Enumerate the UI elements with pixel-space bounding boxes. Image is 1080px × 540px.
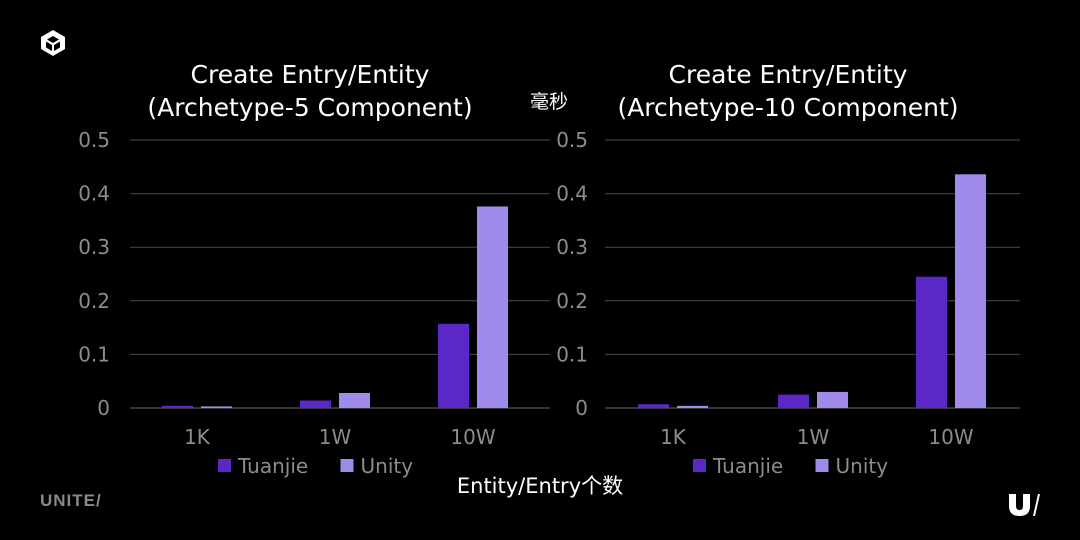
chart-1-title-line-2: (Archetype-5 Component) bbox=[147, 93, 473, 122]
chart-2-title: Create Entry/Entity (Archetype-10 Compon… bbox=[598, 58, 978, 124]
chart-2-y-tick-label: 0.1 bbox=[556, 342, 588, 366]
chart-1-y-tick-label: 0.2 bbox=[78, 289, 110, 313]
chart-1-title-line-1: Create Entry/Entity bbox=[190, 60, 430, 89]
chart-2-y-tick-label: 0.2 bbox=[556, 289, 588, 313]
chart-2-x-tick-label: 1W bbox=[797, 425, 830, 449]
chart-2-x-tick-label: 10W bbox=[928, 425, 973, 449]
chart-1-title: Create Entry/Entity (Archetype-5 Compone… bbox=[130, 58, 490, 124]
chart-2-bar-tuanjie-10w bbox=[916, 276, 947, 408]
chart-1-y-tick-label: 0 bbox=[97, 396, 110, 420]
chart-1-x-tick-label: 10W bbox=[450, 425, 495, 449]
chart-2-x-tick-label: 1K bbox=[660, 425, 687, 449]
chart-1-legend-swatch-unity bbox=[340, 459, 354, 472]
chart-1-legend-label-tuanjie: Tuanjie bbox=[237, 454, 308, 478]
unite-u-logo-icon bbox=[1009, 494, 1040, 516]
chart-1-y-tick-label: 0.1 bbox=[78, 342, 110, 366]
chart-2-y-tick-label: 0.5 bbox=[556, 128, 588, 152]
x-axis-title: Entity/Entry个数 bbox=[456, 474, 624, 498]
unite-brand-text: UNITE/ bbox=[40, 491, 102, 510]
chart-2-y-tick-label: 0.4 bbox=[556, 182, 588, 206]
chart-1-bar-tuanjie-1k bbox=[162, 405, 193, 408]
chart-1-y-tick-label: 0.4 bbox=[78, 182, 110, 206]
chart-1-bar-tuanjie-10w bbox=[438, 323, 469, 408]
chart-1-y-tick-label: 0.5 bbox=[78, 128, 110, 152]
chart-2-y-tick-label: 0 bbox=[575, 396, 588, 420]
unity-cube-logo-icon bbox=[41, 30, 65, 56]
y-axis-unit-label: 毫秒 bbox=[530, 91, 569, 113]
chart-1-legend-label-unity: Unity bbox=[361, 454, 414, 478]
chart-2-bar-unity-1w bbox=[817, 391, 848, 408]
chart-2-title-line-1: Create Entry/Entity bbox=[668, 60, 908, 89]
chart-2-bar-tuanjie-1k bbox=[638, 404, 669, 408]
chart-2-bar-unity-10w bbox=[955, 174, 986, 408]
chart-2-legend-label-tuanjie: Tuanjie bbox=[712, 454, 783, 478]
chart-2-bar-tuanjie-1w bbox=[778, 394, 809, 408]
chart-2-legend-label-unity: Unity bbox=[836, 454, 889, 478]
chart-1-bar-unity-10w bbox=[477, 206, 508, 408]
chart-2-y-tick-label: 0.3 bbox=[556, 235, 588, 259]
chart-1-legend-swatch-tuanjie bbox=[218, 459, 231, 472]
chart-2-title-line-2: (Archetype-10 Component) bbox=[617, 93, 959, 122]
chart-1-bar-unity-1k bbox=[201, 406, 232, 408]
chart-2-legend-swatch-tuanjie bbox=[693, 459, 706, 472]
chart-2-bar-unity-1k bbox=[677, 405, 708, 408]
chart-1-x-tick-label: 1W bbox=[319, 425, 352, 449]
chart-1-x-tick-label: 1K bbox=[184, 425, 211, 449]
chart-1-y-tick-label: 0.3 bbox=[78, 235, 110, 259]
chart-1-bar-unity-1w bbox=[339, 392, 370, 408]
chart-2-legend-swatch-unity bbox=[815, 459, 829, 472]
chart-1-bar-tuanjie-1w bbox=[300, 400, 331, 408]
